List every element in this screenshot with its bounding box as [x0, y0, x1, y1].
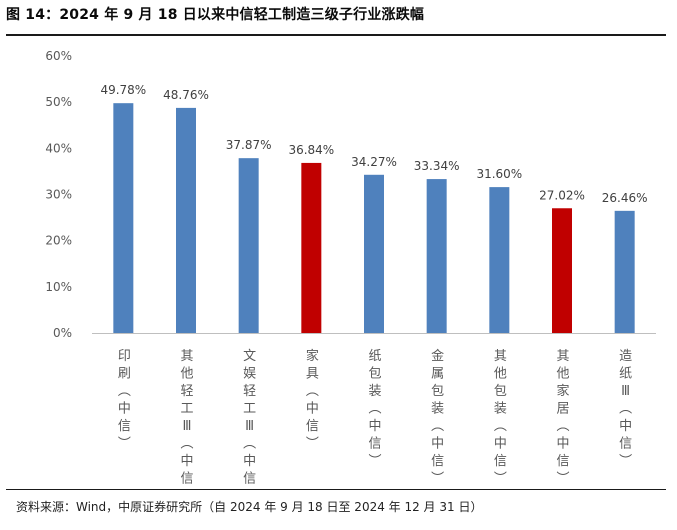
category-label: 家具︵中信︶ [306, 348, 319, 452]
y-tick-label: 10% [45, 280, 72, 294]
bar [614, 210, 635, 333]
source-note: 资料来源：Wind，中原证券研究所（自 2024 年 9 月 18 日至 202… [16, 500, 483, 514]
bar [238, 158, 259, 333]
category-label: 金属包装︵中信︶ [431, 348, 444, 485]
data-label: 26.46% [602, 191, 648, 205]
data-label: 34.27% [351, 155, 397, 169]
bar [364, 174, 384, 333]
y-tick-label: 0% [53, 326, 72, 340]
data-labels: 49.78% 48.76% 37.87% 36.84% 34.27% 33.34% 31.6… [100, 83, 647, 205]
title-divider [6, 34, 666, 36]
bar [426, 179, 447, 333]
data-label: 33.34% [414, 159, 460, 173]
bar [552, 208, 572, 333]
data-label: 37.87% [226, 138, 272, 152]
bar-chart: 0% 10% 20% 30% 40% 50% 60% 49.78% 48.76% 37.87% 3… [45, 49, 656, 485]
y-tick-label: 40% [45, 141, 72, 155]
category-label: 造纸 Ⅲ ︵中信︶ [619, 349, 632, 469]
data-label: 27.02% [539, 188, 585, 202]
footer-divider [6, 489, 666, 490]
y-axis: 0% 10% 20% 30% 40% 50% 60% [45, 49, 72, 340]
data-label: 49.78% [100, 83, 146, 97]
data-label: 48.76% [163, 88, 209, 102]
data-label: 31.60% [476, 167, 522, 181]
category-label: 纸包装︵中信︶ [368, 349, 381, 469]
bar [176, 107, 196, 334]
category-label: 其他包装︵中信︶ [494, 349, 507, 485]
y-tick-label: 20% [45, 234, 72, 248]
bar [301, 162, 322, 333]
category-label: 印刷︵中信︶ [118, 349, 131, 452]
y-tick-label: 60% [45, 49, 72, 63]
category-label: 其他家居︵中信︶ [556, 349, 569, 485]
y-tick-label: 50% [45, 95, 72, 109]
bar-series [113, 103, 635, 334]
y-tick-label: 30% [45, 188, 72, 202]
bar [113, 103, 134, 333]
bar [489, 187, 510, 333]
data-label: 36.84% [288, 143, 334, 157]
figure-title: 图 14：2024 年 9 月 18 日以来中信轻工制造三级子行业涨跌幅 [6, 7, 425, 23]
